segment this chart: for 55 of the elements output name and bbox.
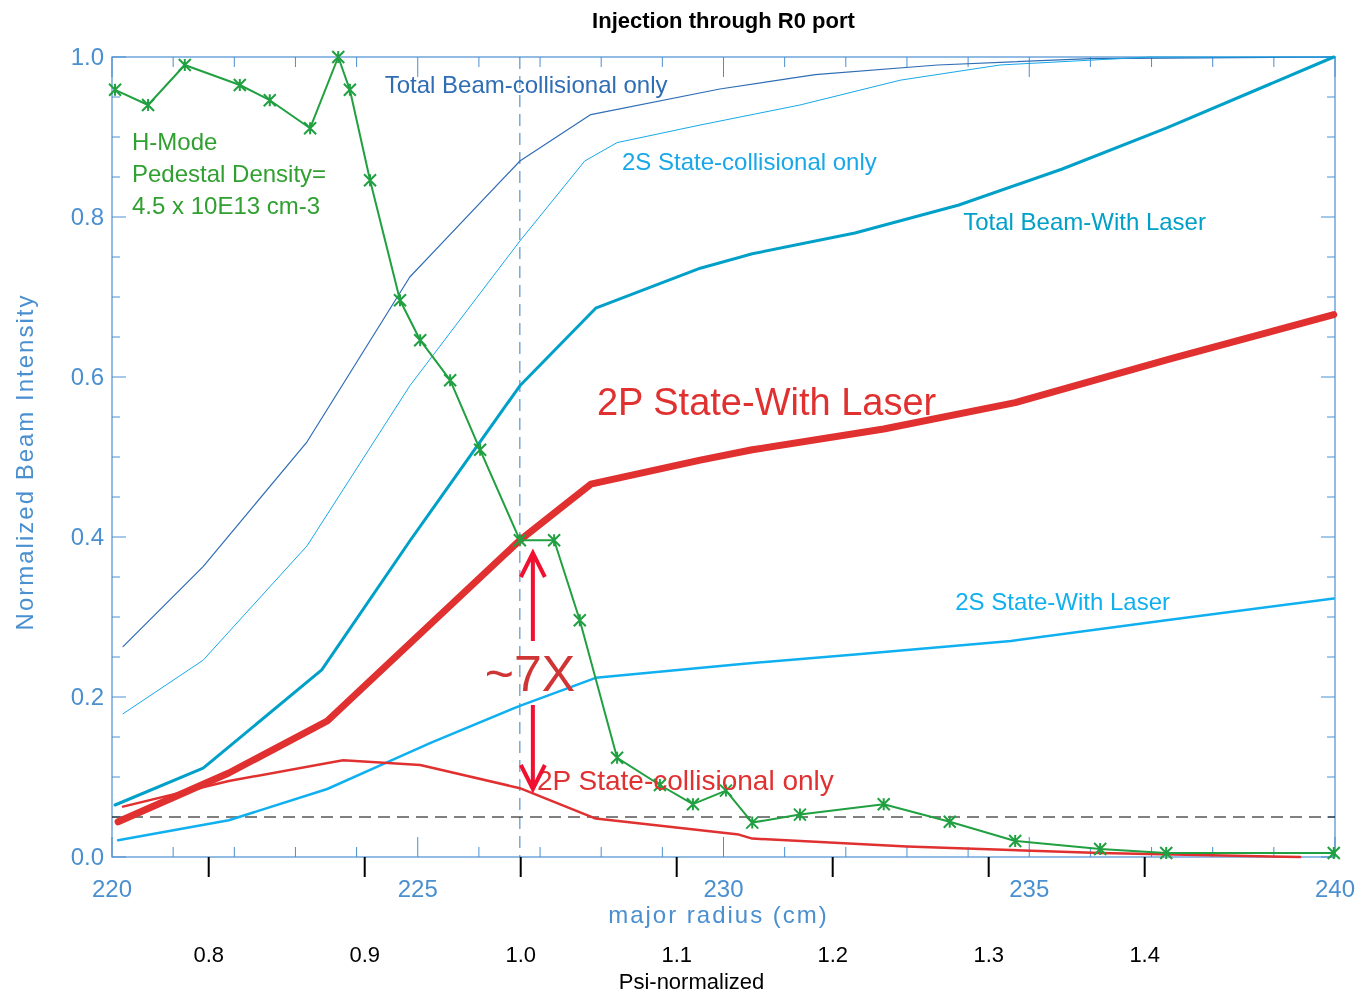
x2-tick-label: 1.1 (661, 942, 692, 967)
point (1159, 846, 1174, 860)
x2-tick-label: 0.8 (193, 942, 225, 967)
point (177, 58, 192, 72)
point (1093, 842, 1108, 856)
y-tick-label: 1.0 (70, 43, 104, 71)
series-label: 2P State-With Laser (596, 380, 937, 423)
point (443, 373, 458, 388)
annotation: ~7X (484, 646, 576, 702)
y-tick-label: 0.8 (70, 203, 104, 231)
series-label: 2S State-collisional only (621, 147, 877, 175)
point (1326, 846, 1341, 860)
point (342, 82, 357, 97)
x2-tick-label: 0.9 (349, 942, 381, 967)
chart-title: Injection through R0 port (592, 8, 856, 33)
x2-tick-label: 1.3 (973, 942, 1004, 967)
y-tick-label: 0.0 (70, 843, 104, 871)
x-tick-label: 225 (397, 875, 438, 902)
point (303, 121, 318, 136)
point (1008, 834, 1023, 848)
point (745, 815, 760, 830)
x2-axis-title: Psi-normalized (618, 969, 765, 994)
series-label: 2S State-With Laser (955, 587, 1171, 615)
x-tick-label: 240 (1314, 875, 1356, 902)
point (685, 797, 700, 812)
x-tick-label: 220 (91, 875, 133, 902)
x2-tick-label: 1.4 (1129, 942, 1160, 967)
point (792, 807, 807, 822)
y-tick-label: 0.2 (70, 683, 104, 711)
point (547, 533, 562, 548)
y-axis-title: Normalized Beam Intensity (11, 293, 38, 631)
y-tick-label: 0.6 (70, 363, 104, 391)
point (876, 797, 891, 812)
point (512, 533, 527, 548)
point (572, 613, 587, 628)
annotation: H-Mode Pedestal Density= 4.5 x 10E13 cm-3 (132, 128, 327, 219)
series-label: Total Beam-With Laser (963, 207, 1206, 235)
point (413, 333, 428, 348)
point (262, 93, 277, 108)
point (473, 442, 488, 457)
x2-tick-label: 1.2 (817, 942, 848, 967)
series-label: Total Beam-collisional only (384, 71, 668, 98)
x-tick-label: 230 (703, 875, 744, 902)
y-tick-label: 0.4 (70, 523, 104, 551)
x-axis-title: major radius (cm) (608, 901, 829, 928)
point (363, 173, 378, 188)
point (331, 50, 346, 64)
x-tick-label: 235 (1009, 875, 1050, 902)
point (108, 82, 123, 97)
x2-tick-label: 1.0 (505, 942, 536, 967)
point (232, 78, 247, 92)
point (610, 750, 625, 765)
point (942, 814, 957, 829)
point (141, 98, 156, 112)
point (393, 293, 408, 308)
